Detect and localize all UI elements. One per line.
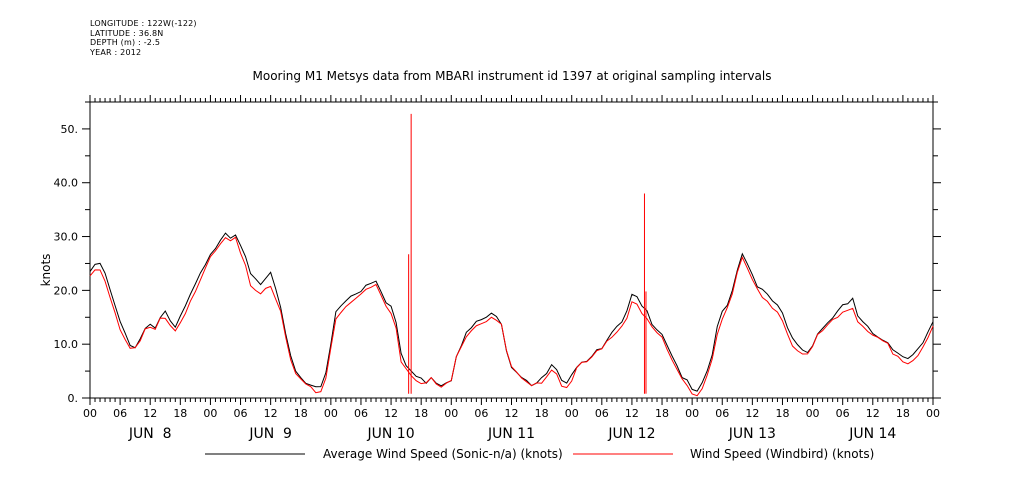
x-day-label: JUN 12 xyxy=(607,426,655,442)
x-tick-label: 12 xyxy=(625,407,639,420)
x-tick-label: 00 xyxy=(203,407,217,420)
series-line-average xyxy=(89,232,934,392)
x-tick-label: 00 xyxy=(444,407,458,420)
x-day-label: JUN 13 xyxy=(728,426,776,442)
series-layer xyxy=(89,113,934,397)
x-tick-label: 12 xyxy=(264,407,278,420)
metadata-block: LONGITUDE : 122W(-122) LATITUDE : 36.8N … xyxy=(90,19,197,57)
x-tick-label: 00 xyxy=(806,407,820,420)
longitude-label: LONGITUDE : 122W(-122) xyxy=(90,19,197,28)
x-tick-label: 18 xyxy=(775,407,789,420)
legend-label-windbird: Wind Speed (Windbird) (knots) xyxy=(690,447,874,461)
y-tick-label: 40.0 xyxy=(54,177,79,190)
series-line-windbird xyxy=(89,236,934,397)
x-tick-label: 06 xyxy=(113,407,127,420)
x-day-label: JUN 10 xyxy=(367,426,415,442)
x-tick-label: 06 xyxy=(595,407,609,420)
x-tick-label: 18 xyxy=(535,407,549,420)
x-tick-label: 18 xyxy=(414,407,428,420)
x-tick-label: 06 xyxy=(234,407,248,420)
x-tick-label: 12 xyxy=(745,407,759,420)
y-tick-label: 30.0 xyxy=(54,231,79,244)
x-day-label: JUN 8 xyxy=(128,426,172,442)
y-tick-label: 0. xyxy=(68,392,79,405)
x-tick-label: 06 xyxy=(715,407,729,420)
y-tick-label: 10.0 xyxy=(54,338,79,351)
x-tick-label: 00 xyxy=(685,407,699,420)
x-tick-label: 12 xyxy=(866,407,880,420)
x-tick-label: 12 xyxy=(143,407,157,420)
x-tick-label: 18 xyxy=(655,407,669,420)
x-day-label: JUN 14 xyxy=(848,426,896,442)
x-tick-label: 12 xyxy=(384,407,398,420)
x-tick-label: 00 xyxy=(83,407,97,420)
x-day-label: JUN 9 xyxy=(248,426,292,442)
year-label: YEAR : 2012 xyxy=(90,47,142,57)
chart-title: Mooring M1 Metsys data from MBARI instru… xyxy=(253,69,772,83)
x-tick-label: 12 xyxy=(505,407,519,420)
x-tick-label: 00 xyxy=(926,407,940,420)
x-tick-label: 00 xyxy=(324,407,338,420)
x-tick-label: 06 xyxy=(474,407,488,420)
x-tick-label: 06 xyxy=(354,407,368,420)
depth-label: DEPTH (m) : -2.5 xyxy=(90,38,161,47)
axes: 00 06 12 18 00 06 12 18 00 06 12 18 00 06 12 18 00 06 12 18… xyxy=(54,95,941,442)
legend: Average Wind Speed (Sonic-n/a) (knots) W… xyxy=(205,447,874,461)
x-tick-label: 00 xyxy=(565,407,579,420)
x-tick-label: 18 xyxy=(896,407,910,420)
legend-label-average: Average Wind Speed (Sonic-n/a) (knots) xyxy=(323,447,563,461)
x-tick-label: 18 xyxy=(294,407,308,420)
x-day-label: JUN 11 xyxy=(487,426,535,442)
x-tick-label: 06 xyxy=(836,407,850,420)
y-axis-label: knots xyxy=(39,254,53,287)
x-tick-label: 18 xyxy=(173,407,187,420)
y-tick-label: 50. xyxy=(61,123,79,136)
y-tick-label: 20.0 xyxy=(54,284,79,297)
latitude-label: LATITUDE : 36.8N xyxy=(90,28,164,38)
